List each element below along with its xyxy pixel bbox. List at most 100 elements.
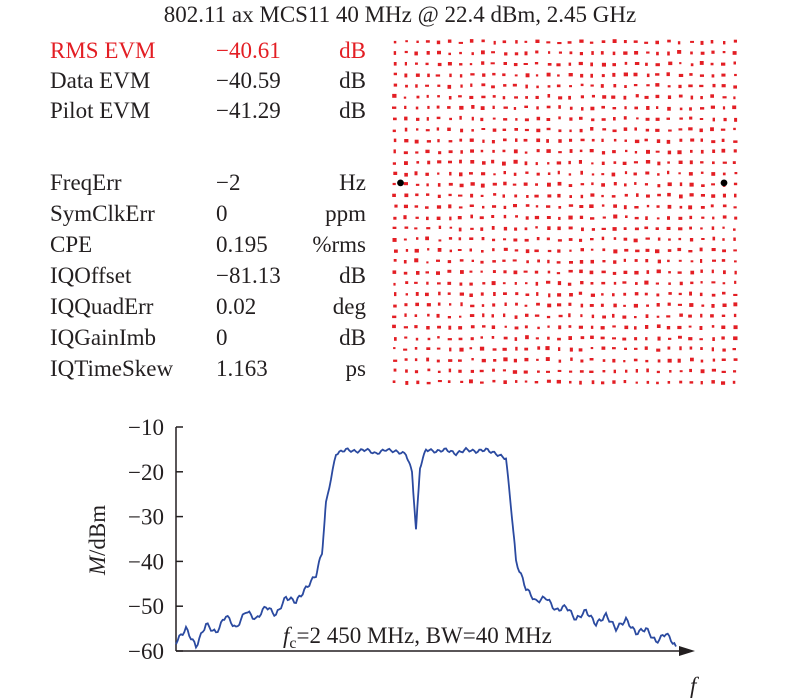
constellation-point: [591, 94, 595, 98]
constellation-point: [393, 62, 397, 66]
constellation-point: [656, 139, 661, 143]
constellation-point: [403, 151, 408, 155]
constellation-point: [710, 314, 714, 318]
constellation-point: [546, 216, 551, 219]
constellation-point: [470, 369, 474, 373]
constellation-point: [537, 346, 541, 350]
constellation-point: [481, 61, 485, 65]
constellation-point: [690, 138, 695, 142]
constellation-point: [546, 370, 550, 373]
constellation-point: [426, 117, 429, 121]
constellation-point: [503, 62, 507, 65]
constellation-point: [580, 248, 584, 252]
constellation-point: [514, 128, 518, 131]
constellation-point: [458, 237, 462, 241]
constellation-point: [646, 368, 649, 373]
measurement-value: −2: [216, 170, 241, 195]
constellation-point: [557, 181, 562, 186]
constellation-point: [448, 204, 452, 209]
constellation-point: [657, 193, 661, 197]
constellation-point: [624, 193, 628, 197]
constellation-point: [644, 41, 649, 44]
constellation-point: [613, 138, 617, 142]
constellation-point: [733, 358, 738, 361]
constellation-point: [558, 151, 562, 154]
constellation-point: [633, 84, 638, 87]
constellation-point: [689, 346, 693, 350]
constellation-point: [667, 192, 671, 197]
constellation-point: [679, 107, 683, 111]
constellation-point: [602, 248, 606, 252]
constellation-point: [491, 281, 496, 286]
constellation-point: [416, 161, 420, 164]
constellation-point: [437, 160, 442, 164]
constellation-point: [667, 106, 671, 111]
constellation-point: [733, 61, 736, 65]
constellation-point: [393, 72, 397, 76]
constellation-point: [722, 348, 726, 352]
constellation-point: [590, 259, 594, 264]
constellation-point: [414, 258, 419, 263]
constellation-point: [447, 106, 451, 109]
constellation-point: [392, 129, 396, 133]
constellation-point: [557, 226, 561, 231]
constellation-point: [602, 95, 607, 99]
constellation-point: [688, 314, 692, 318]
constellation-point: [392, 226, 397, 229]
constellation-point: [393, 171, 398, 175]
constellation-point: [634, 139, 640, 144]
constellation-point: [469, 314, 475, 317]
constellation-point: [624, 85, 627, 88]
constellation-point: [644, 280, 649, 285]
constellation-point: [690, 149, 693, 153]
constellation-point: [721, 138, 725, 142]
constellation-point: [580, 194, 584, 199]
constellation-point: [601, 173, 605, 176]
constellation-point: [600, 336, 605, 340]
constellation-point: [678, 94, 683, 98]
constellation-point: [416, 237, 419, 240]
constellation-point: [504, 52, 508, 56]
constellation-point: [591, 228, 595, 231]
constellation-point: [656, 303, 660, 307]
constellation-point: [502, 194, 505, 198]
constellation-point: [491, 336, 495, 339]
constellation-point: [579, 380, 582, 385]
constellation-point: [415, 193, 419, 197]
constellation-point: [557, 281, 562, 286]
constellation-point: [568, 269, 573, 273]
constellation-point: [392, 238, 397, 242]
constellation-point: [601, 293, 604, 296]
constellation-point: [503, 313, 506, 318]
constellation-point: [678, 73, 684, 77]
constellation-point: [416, 117, 420, 121]
measurement-unit: dB: [339, 98, 366, 123]
constellation-point: [623, 258, 626, 262]
constellation-point: [458, 337, 463, 341]
constellation-point: [657, 173, 660, 176]
constellation-point: [481, 250, 484, 253]
constellation-point: [403, 182, 408, 186]
constellation-point: [547, 336, 550, 340]
constellation-point: [414, 227, 418, 230]
constellation-point: [711, 368, 716, 372]
constellation-point: [667, 161, 670, 164]
constellation-point: [492, 95, 496, 98]
constellation-point: [492, 248, 495, 252]
constellation-point: [624, 183, 627, 187]
constellation-point: [546, 315, 551, 319]
constellation-point: [733, 370, 737, 373]
constellation-point: [678, 259, 682, 262]
y-tick-label: −60: [128, 639, 164, 664]
constellation-point: [437, 248, 442, 252]
constellation-point: [612, 63, 616, 67]
constellation-point: [393, 40, 397, 44]
constellation-point: [469, 138, 474, 142]
constellation-point: [734, 73, 737, 77]
constellation-point: [732, 348, 736, 351]
constellation-point: [645, 314, 649, 318]
constellation-point: [492, 105, 495, 109]
constellation-point: [547, 94, 551, 98]
constellation-point: [470, 73, 475, 76]
constellation-point: [404, 358, 408, 361]
